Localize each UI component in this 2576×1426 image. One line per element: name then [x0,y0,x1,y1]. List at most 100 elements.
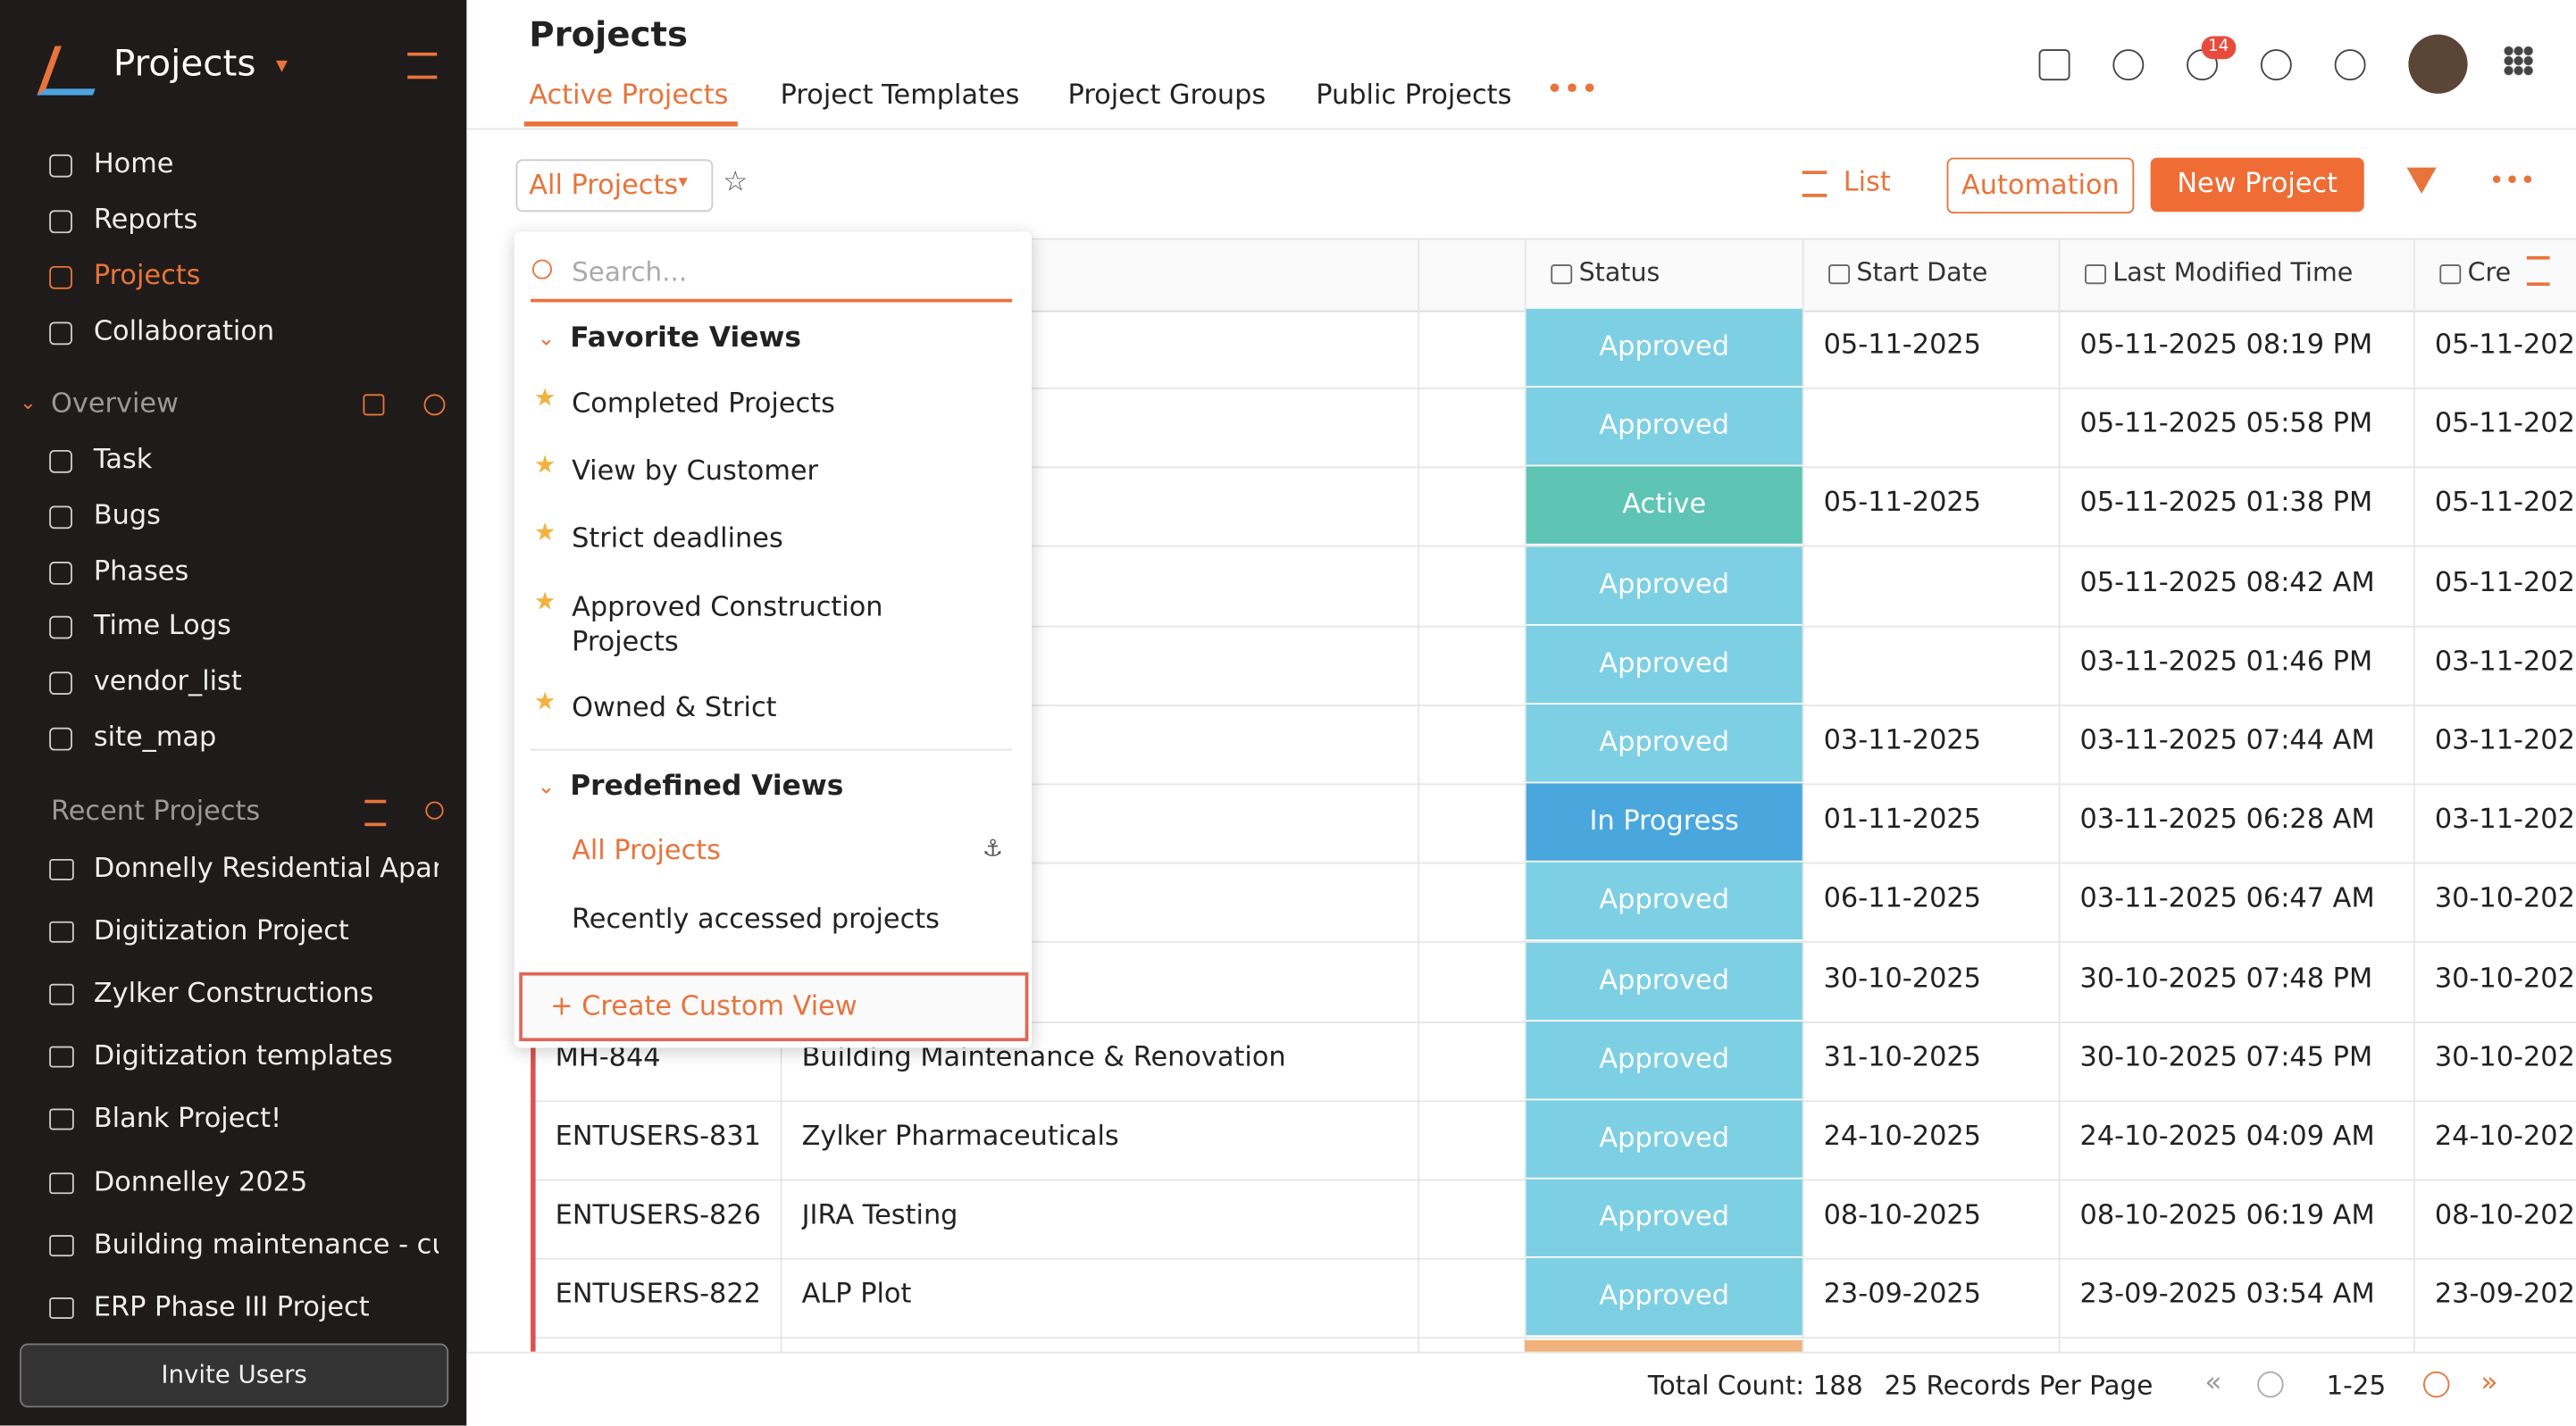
app-title[interactable]: Projects [113,44,256,86]
invite-button[interactable]: Invite Users [20,1343,449,1408]
search-underline [531,298,1013,302]
invite-label: Invite Users [161,1359,307,1390]
layout-button[interactable]: List [1843,165,1891,197]
new-project-button[interactable]: New Project [2150,157,2364,213]
header-border [466,128,2576,130]
recent-project[interactable]: Digitization Project [93,914,349,946]
nav-icon [49,561,72,585]
tab[interactable]: Public Projects [1316,79,1512,111]
view-selector[interactable]: All Projects ▾ [515,159,714,213]
tab[interactable]: Project Groups [1067,79,1267,111]
recent-project[interactable]: Donnelley 2025 [93,1164,308,1197]
table-row[interactable]: ENTUSERS-822 ALP Plot Approved 23-09-2025 23… [533,1258,2576,1339]
add-icon[interactable] [363,394,385,416]
overview-item[interactable]: Phases [93,554,189,586]
favorite-view[interactable]: Approved Construction Projects [572,591,883,657]
date-cell: 03-11-2025 01:46 PM [2079,645,2373,677]
recent-project[interactable]: Building maintenance - cus [93,1228,439,1259]
column-header[interactable]: Cre [2467,257,2512,288]
search-input[interactable]: Search... [572,255,688,288]
apps-icon[interactable] [2504,46,2534,76]
settings-icon[interactable] [423,394,446,416]
overview-item[interactable]: Bugs [93,498,161,530]
filter-icon[interactable] [364,799,387,827]
date-cell: 30-10-202 [2434,962,2575,994]
create-custom-view[interactable]: + Create Custom View [519,972,1029,1042]
section-caret: ⌄ [537,327,556,352]
status-cell: Approved [1526,1258,1802,1337]
favorite-view[interactable]: Owned & Strict [572,691,777,723]
table-row[interactable]: ENTUSERS-831 Zylker Pharmaceuticals Approv… [533,1100,2576,1181]
project-name: JIRA Testing [801,1199,958,1230]
section-caret: ⌄ [537,775,556,800]
header-icon[interactable] [2112,49,2145,81]
predefined-view[interactable]: All Projects [572,834,721,866]
last-page[interactable]: » [2480,1366,2498,1400]
table-row[interactable]: ENTUSERS-826 JIRA Testing Approved 08-10-20… [533,1179,2576,1261]
date-cell: 24-10-2025 04:09 AM [2079,1120,2375,1152]
list-icon[interactable] [1802,171,1827,197]
recent-project[interactable]: Blank Project! [93,1102,282,1134]
column-header[interactable]: Start Date [1856,257,1988,288]
header-icon[interactable] [2334,49,2366,81]
column-settings[interactable] [2526,255,2550,287]
search-icon[interactable] [425,801,444,820]
nav-item[interactable]: Projects [93,259,201,291]
overview-item[interactable]: Task [93,443,153,475]
date-cell: 05-11-2025 05:58 PM [2079,407,2373,439]
overview-item[interactable]: vendor_list [93,665,242,697]
recent-project[interactable]: Digitization templates [93,1039,393,1072]
overview-item[interactable]: site_map [93,721,217,753]
app-menu[interactable]: ▾ [276,52,288,79]
tab[interactable]: Project Templates [780,79,1020,111]
more-tabs[interactable]: ••• [1545,71,1599,107]
automation-label: Automation [1961,169,2120,201]
column-icon [2439,264,2462,285]
recent-project[interactable]: Zylker Constructions [93,977,374,1009]
favorite-star[interactable]: ☆ [723,165,749,199]
project-id: ENTUSERS-826 [555,1199,761,1230]
first-page[interactable]: « [2204,1366,2222,1400]
recent-project[interactable]: Donnelly Residential Apart [93,852,439,884]
favorite-view[interactable]: Completed Projects [572,388,835,420]
status-cell: Approved [1526,942,1802,1020]
overview-title[interactable]: Overview [51,388,179,420]
more-button[interactable]: ••• [2488,163,2536,196]
header-icon[interactable] [2260,49,2292,81]
next-page[interactable] [2422,1371,2450,1398]
tab[interactable]: Active Projects [529,79,729,111]
avatar[interactable] [2408,34,2468,94]
project-icon [49,1109,74,1131]
predefined-view[interactable]: Recently accessed projects [572,903,940,935]
nav-icon [49,671,72,696]
filter-button[interactable] [2406,167,2437,195]
overview-item[interactable]: Time Logs [93,610,231,642]
recent-project[interactable]: ERP Phase III Project [93,1290,370,1322]
status-cell: Approved [1526,1100,1802,1178]
nav-icon [49,154,72,178]
date-cell: 05-11-2025 01:38 PM [2079,487,2373,519]
favorite-view[interactable]: View by Customer [572,454,819,487]
date-cell: 01-11-2025 [1823,803,1981,835]
date-cell: 05-11-2025 [2434,328,2576,360]
date-cell: 03-11-2025 06:47 AM [2079,882,2375,914]
header-icon[interactable] [2038,49,2070,81]
per-page[interactable]: 25 Records Per Page [1884,1369,2154,1401]
nav-item[interactable]: Home [93,147,174,179]
date-cell: 23-09-2025 [1823,1278,1981,1310]
favorite-title: Favorite Views [570,321,802,355]
favorite-view[interactable]: Strict deadlines [572,521,783,554]
nav-item[interactable]: Collaboration [93,315,275,347]
column-header[interactable]: Last Modified Time [2112,257,2354,288]
automation-button[interactable]: Automation [1946,157,2135,214]
nav-item[interactable]: Reports [93,204,198,236]
date-cell: 08-10-2025 [1823,1199,1981,1230]
column-header[interactable]: Status [1578,257,1660,288]
prev-page[interactable] [2257,1371,2284,1398]
table-row[interactable]: Approved 05-11-2025 05:58 PM 05-11-2025 [533,388,2576,469]
date-cell: 05-11-2025 08:42 AM [2079,565,2375,597]
hamburger[interactable] [407,52,438,79]
